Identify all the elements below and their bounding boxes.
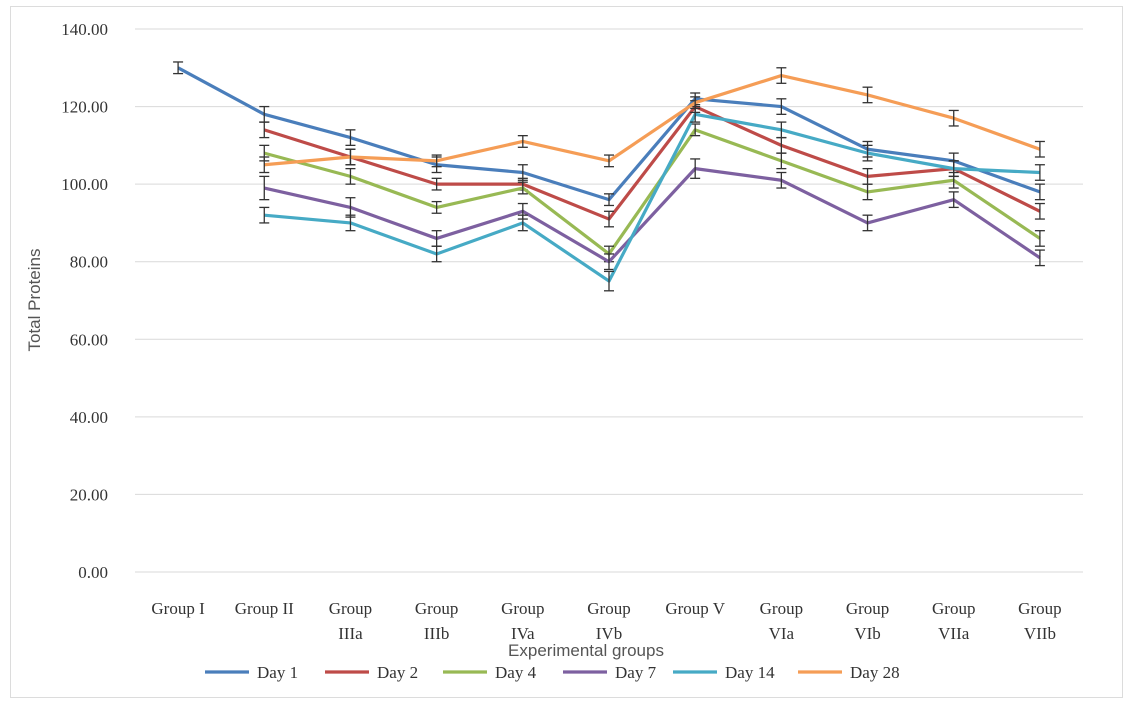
series-day-14: [259, 105, 1045, 292]
x-tick-label: IIIa: [338, 624, 363, 643]
legend-item: Day 4: [443, 663, 537, 682]
y-tick-label: 80.00: [70, 253, 108, 272]
error-bar: [862, 86, 873, 104]
error-bar: [173, 61, 184, 75]
y-tick-label: 140.00: [61, 20, 108, 39]
error-bar: [345, 167, 356, 185]
series-line: [263, 128, 1041, 256]
series-line: [263, 167, 1041, 264]
series-day-1: [173, 61, 1045, 207]
y-tick-label: 120.00: [61, 98, 108, 117]
x-tick-label: VIb: [854, 624, 880, 643]
x-tick-label: Group: [1018, 599, 1061, 618]
error-bar: [948, 160, 959, 178]
x-tick-label: Group: [501, 599, 544, 618]
error-bar: [862, 144, 873, 162]
legend-label: Day 1: [257, 663, 298, 682]
error-bar: [690, 158, 701, 179]
legend-label: Day 7: [615, 663, 657, 682]
x-tick-label: Group: [587, 599, 630, 618]
x-tick-label: IIIb: [424, 624, 449, 643]
error-bar: [431, 245, 442, 263]
x-axis-ticks: Group I Group II Group IIIa Group IIIb Group IV…: [151, 599, 1061, 643]
x-tick-label: Group V: [665, 599, 725, 618]
error-bar: [1034, 230, 1045, 247]
error-bar: [431, 154, 442, 168]
legend-item: Day 14: [673, 663, 775, 682]
x-tick-label: IVb: [596, 624, 622, 643]
error-bar: [1034, 183, 1045, 201]
x-tick-label: Group: [415, 599, 458, 618]
legend-item: Day 28: [798, 663, 900, 682]
error-bar: [604, 154, 614, 168]
error-bar: [948, 109, 959, 127]
y-axis-ticks: 0.00 20.00 40.00 60.00 80.00 100.00 120.00 140.…: [61, 20, 108, 582]
error-bar: [862, 183, 873, 201]
legend-item: Day 2: [325, 663, 418, 682]
error-bar: [776, 121, 787, 139]
x-tick-label: Group: [760, 599, 803, 618]
x-tick-label: VIIa: [938, 624, 970, 643]
y-tick-label: 60.00: [70, 330, 108, 349]
error-bar: [259, 175, 270, 201]
x-tick-label: Group: [846, 599, 889, 618]
x-tick-label: Group: [932, 599, 975, 618]
legend-label: Day 28: [850, 663, 900, 682]
error-bar: [345, 148, 356, 166]
series-line: [263, 104, 1041, 221]
series-line: [177, 66, 1041, 202]
error-bar: [604, 270, 614, 292]
error-bar: [517, 181, 528, 195]
x-tick-label: VIIb: [1024, 624, 1056, 643]
error-bar: [345, 214, 356, 232]
error-bar: [517, 135, 528, 148]
error-bar: [259, 121, 270, 139]
chart-frame: [10, 6, 1123, 698]
x-tick-label: Group: [329, 599, 372, 618]
x-tick-label: IVa: [511, 624, 535, 643]
x-tick-label: Group I: [151, 599, 205, 618]
y-tick-label: 20.00: [70, 485, 108, 504]
error-bar: [604, 253, 614, 271]
error-bar: [431, 200, 442, 214]
series-day-28: [259, 67, 1045, 174]
gridlines: [135, 28, 1083, 573]
error-bar: [1034, 164, 1045, 181]
error-bar: [776, 67, 787, 84]
series-line: [264, 73, 1041, 167]
legend-label: Day 2: [377, 663, 418, 682]
error-bar: [259, 156, 270, 174]
error-bar: [1034, 140, 1045, 158]
error-bar: [431, 177, 442, 191]
error-bar: [1034, 249, 1045, 267]
error-bar: [517, 214, 528, 232]
error-bar: [690, 96, 701, 110]
x-axis-title: Experimental groups: [508, 641, 664, 660]
error-bar: [776, 98, 787, 115]
x-tick-label: Group II: [235, 599, 294, 618]
y-tick-label: 100.00: [61, 175, 108, 194]
series-line: [264, 112, 1040, 283]
legend-label: Day 14: [725, 663, 775, 682]
error-bar: [345, 129, 356, 147]
error-bar: [604, 193, 614, 207]
y-tick-label: 0.00: [78, 563, 108, 582]
y-axis-title: Total Proteins: [25, 249, 44, 352]
series-day-7: [259, 158, 1045, 271]
legend-label: Day 4: [495, 663, 537, 682]
error-bar: [776, 152, 787, 170]
y-tick-label: 40.00: [70, 408, 108, 427]
error-bar: [259, 206, 270, 224]
error-bar: [948, 191, 959, 209]
error-bar: [604, 210, 614, 228]
legend-item: Day 1: [205, 663, 298, 682]
legend: Day 1 Day 2 Day 4 Day 7 Day 14 Day 28: [205, 663, 900, 682]
error-bar: [1034, 202, 1045, 220]
error-bar: [862, 214, 873, 232]
legend-item: Day 7: [563, 663, 657, 682]
error-bar: [776, 171, 787, 189]
series-layer: [173, 61, 1045, 292]
x-tick-label: VIa: [769, 624, 795, 643]
